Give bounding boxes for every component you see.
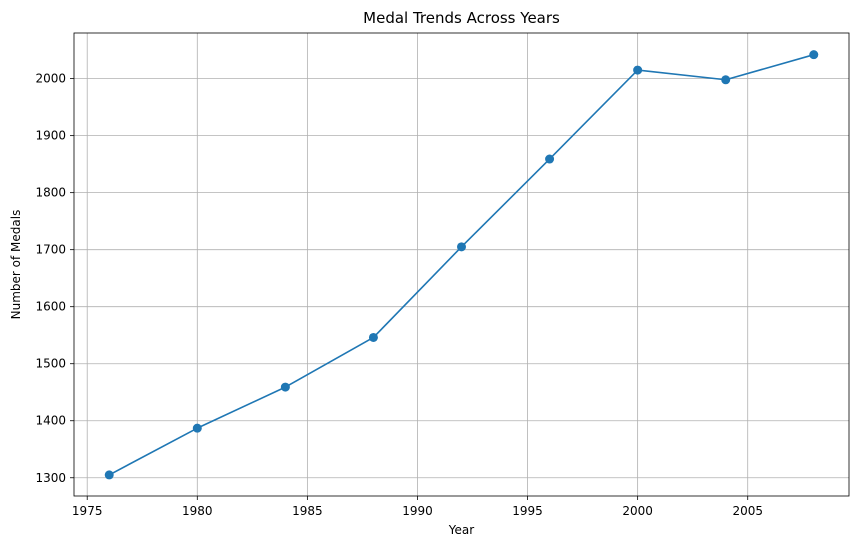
y-tick-label: 1700 <box>35 243 66 257</box>
x-axis-label: Year <box>448 523 474 537</box>
x-tick-label: 1980 <box>182 504 213 518</box>
y-tick-label: 1500 <box>35 357 66 371</box>
data-point <box>280 382 290 392</box>
data-point <box>633 65 643 75</box>
data-point <box>368 332 378 342</box>
data-point <box>192 423 202 433</box>
y-tick-label: 1300 <box>35 471 66 485</box>
x-tick-label: 1995 <box>512 504 543 518</box>
data-point <box>104 470 114 480</box>
data-point <box>545 154 555 164</box>
x-tick-label: 2000 <box>622 504 653 518</box>
data-point <box>721 75 731 85</box>
data-point <box>457 242 466 252</box>
x-tick-label: 1985 <box>292 504 323 518</box>
y-tick-label: 2000 <box>35 72 66 86</box>
x-tick-label: 2005 <box>732 504 763 518</box>
plot-frame <box>73 32 850 497</box>
chart-title: Medal Trends Across Years <box>363 9 560 27</box>
y-tick-label: 1400 <box>35 414 66 428</box>
series-layer <box>104 50 819 480</box>
y-tick-label: 1900 <box>35 129 66 143</box>
series-line <box>108 53 814 476</box>
x-tick-label: 1975 <box>72 504 103 518</box>
x-tick-label: 1990 <box>402 504 433 518</box>
data-point <box>809 50 819 60</box>
tick-layer: 1975 1980 1985 1990 1995 2000 2005 1300 1400 1500… <box>35 72 763 518</box>
y-tick-label: 1800 <box>35 186 66 200</box>
y-tick-label: 1600 <box>35 300 66 314</box>
grid-layer <box>74 33 849 496</box>
y-axis-label: Number of Medals <box>9 210 23 320</box>
